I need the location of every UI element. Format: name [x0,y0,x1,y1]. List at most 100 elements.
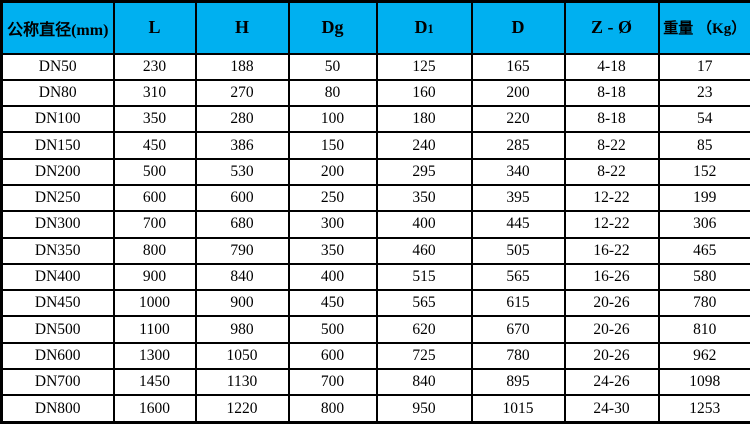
value-cell: 445 [470,210,566,239]
row-label-cell: DN80 [0,78,115,108]
value-cell: 565 [375,289,473,318]
value-cell: 515 [375,262,473,292]
table-row: DN700 1450 1130 700 840 895 24-26 1098 [0,368,750,397]
value-cell: 20-26 [563,289,660,318]
value-cell: 20-26 [563,315,660,344]
value-cell: 565 [470,262,566,292]
value-cell: 1130 [194,368,290,397]
value-cell: 800 [112,236,197,265]
col-header-d1: D1 [375,0,473,55]
col-header-dg: Dg [287,0,378,55]
value-cell: 1000 [112,289,197,318]
value-cell: 270 [194,78,290,108]
table-row: DN300 700 680 300 400 445 12-22 306 [0,210,750,239]
value-cell: 16-22 [563,236,660,265]
col-header-z-diameter: Z - Ø [563,0,660,55]
value-cell: 895 [470,368,566,397]
row-label-cell: DN350 [0,236,115,265]
value-cell: 12-22 [563,210,660,239]
value-cell: 8-18 [563,78,660,108]
value-cell: 400 [287,262,378,292]
value-cell: 295 [375,157,473,186]
value-cell: 350 [287,236,378,265]
value-cell: 285 [470,131,566,160]
value-cell: 1450 [112,368,197,397]
header-row: 公称直径(mm) L H Dg D1 D Z - Ø 重量 （Kg） [0,0,750,55]
value-cell: 12-22 [563,183,660,213]
value-cell: 600 [194,183,290,213]
value-cell: 500 [287,315,378,344]
value-cell: 8-22 [563,157,660,186]
col-header-label: 公称直径(mm) [7,21,109,39]
value-cell: 4-18 [563,52,660,81]
value-cell: 125 [375,52,473,81]
col-header-label: D [511,17,525,38]
value-cell: 188 [194,52,290,81]
value-cell: 1253 [657,394,750,424]
value-cell: 16-26 [563,262,660,292]
col-header-label: 重量 （Kg） [663,21,747,38]
table-row: DN350 800 790 350 460 505 16-22 465 [0,236,750,265]
value-cell: 24-30 [563,394,660,424]
col-header-label: D [414,17,428,38]
value-cell: 200 [287,157,378,186]
value-cell: 23 [657,78,750,108]
value-cell: 900 [194,289,290,318]
value-cell: 1220 [194,394,290,424]
value-cell: 1300 [112,341,197,371]
table-row: DN80 310 270 80 160 200 8-18 23 [0,78,750,108]
value-cell: 500 [112,157,197,186]
col-header-label: Z - Ø [590,17,632,38]
col-header-l: L [112,0,197,55]
table-row: DN400 900 840 400 515 565 16-26 580 [0,262,750,292]
value-cell: 80 [287,78,378,108]
value-cell: 199 [657,183,750,213]
col-header-label: L [148,17,161,38]
value-cell: 1015 [470,394,566,424]
table-row: DN600 1300 1050 600 725 780 20-26 962 [0,341,750,371]
col-header-label: H [234,17,249,38]
value-cell: 840 [194,262,290,292]
value-cell: 615 [470,289,566,318]
col-header-d: D [470,0,566,55]
value-cell: 450 [287,289,378,318]
table-body: DN50 230 188 50 125 165 4-18 17 DN80 310 270 80 160 2… [0,52,750,424]
value-cell: 165 [470,52,566,81]
value-cell: 280 [194,105,290,134]
table-row: DN250 600 600 250 350 395 12-22 199 [0,183,750,213]
table-row: DN50 230 188 50 125 165 4-18 17 [0,52,750,81]
value-cell: 780 [470,341,566,371]
table-row: DN500 1100 980 500 620 670 20-26 810 [0,315,750,344]
d1-subscript: 1 [427,22,434,37]
row-label-cell: DN400 [0,262,115,292]
value-cell: 460 [375,236,473,265]
row-label-cell: DN600 [0,341,115,371]
table-header: 公称直径(mm) L H Dg D1 D Z - Ø 重量 （Kg） [0,0,750,55]
row-label-cell: DN300 [0,210,115,239]
value-cell: 8-18 [563,105,660,134]
value-cell: 54 [657,105,750,134]
value-cell: 310 [112,78,197,108]
row-label-cell: DN100 [0,105,115,134]
value-cell: 980 [194,315,290,344]
value-cell: 340 [470,157,566,186]
row-label-cell: DN500 [0,315,115,344]
value-cell: 962 [657,341,750,371]
value-cell: 350 [112,105,197,134]
value-cell: 1100 [112,315,197,344]
value-cell: 200 [470,78,566,108]
value-cell: 250 [287,183,378,213]
value-cell: 24-26 [563,368,660,397]
col-header-nominal-diameter: 公称直径(mm) [0,0,115,55]
table-row: DN800 1600 1220 800 950 1015 24-30 1253 [0,394,750,424]
col-header-h: H [194,0,290,55]
value-cell: 20-26 [563,341,660,371]
value-cell: 810 [657,315,750,344]
value-cell: 100 [287,105,378,134]
value-cell: 240 [375,131,473,160]
value-cell: 620 [375,315,473,344]
col-header-label: Dg [321,17,344,38]
row-label-cell: DN250 [0,183,115,213]
value-cell: 160 [375,78,473,108]
